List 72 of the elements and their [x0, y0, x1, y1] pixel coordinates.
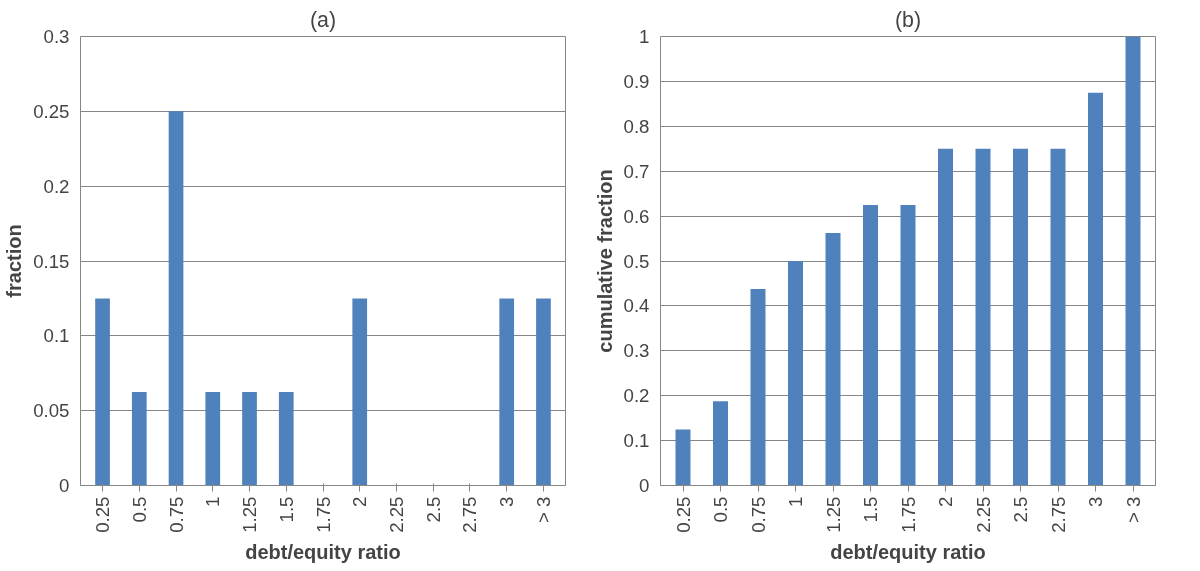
- y-tick-label: 0.8: [623, 115, 650, 137]
- x-tick-label: 1.5: [860, 496, 881, 523]
- x-tick-label: 1.75: [897, 496, 919, 533]
- bar: [825, 232, 841, 486]
- y-tick-label: 0.3: [43, 26, 70, 47]
- x-tick-label: 2: [935, 496, 956, 507]
- y-tick-label: 0.15: [33, 250, 70, 272]
- bar: [168, 111, 184, 486]
- x-tick-label: 3: [496, 496, 518, 507]
- x-tick-label: 2.75: [459, 496, 481, 533]
- x-tick-label: 3: [1085, 496, 1106, 507]
- y-tick-label: 0.5: [623, 250, 650, 272]
- bar: [131, 391, 147, 486]
- x-tick-label: 0.25: [672, 496, 694, 533]
- x-tick-label: 2.5: [1010, 496, 1031, 523]
- x-tick-label: 0.75: [747, 496, 769, 533]
- y-tick-label: 0.05: [33, 400, 70, 422]
- x-tick-label: 1: [202, 496, 224, 507]
- x-tick-label: 1.75: [312, 496, 334, 533]
- bar: [499, 298, 515, 486]
- y-tick-label: 0: [639, 475, 650, 496]
- bar: [1125, 36, 1141, 486]
- x-tick-label: 0.25: [92, 496, 114, 533]
- x-tick-label: 2.5: [422, 496, 444, 523]
- x-axis-title: debt/equity ratio: [830, 540, 986, 563]
- bar: [900, 204, 916, 486]
- y-tick-label: 0.2: [43, 175, 70, 197]
- x-tick-label: 2.25: [385, 496, 407, 533]
- y-tick-label: 0.3: [623, 340, 650, 362]
- bar: [1013, 148, 1028, 486]
- bar: [788, 261, 803, 486]
- bar: [713, 401, 728, 486]
- x-tick-label: 1.25: [239, 496, 261, 533]
- x-axis-title: debt/equity ratio: [245, 540, 401, 563]
- bar: [95, 298, 110, 486]
- y-tick-label: 0.6: [623, 205, 650, 227]
- x-tick-label: 1.5: [275, 496, 297, 523]
- y-tick-label: 0.1: [43, 325, 70, 347]
- x-tick-label: > 3: [1122, 496, 1144, 523]
- bar: [352, 298, 368, 486]
- x-tick-label: 0.5: [710, 496, 731, 523]
- bar: [1088, 92, 1103, 486]
- bar: [675, 429, 691, 486]
- y-tick-label: 0: [59, 475, 70, 496]
- x-tick-label: 2.25: [972, 496, 994, 533]
- chart-title: (b): [894, 7, 922, 32]
- x-tick-label: > 3: [532, 496, 554, 523]
- x-tick-label: 1: [785, 496, 806, 507]
- y-tick-label: 0.9: [623, 70, 650, 92]
- y-tick-label: 0.4: [623, 295, 650, 317]
- x-tick-label: 1.25: [822, 496, 844, 533]
- bar: [1050, 148, 1066, 486]
- bar: [278, 391, 294, 486]
- y-tick-label: 0.7: [623, 160, 650, 182]
- x-tick-label: 2.75: [1047, 496, 1069, 533]
- y-axis-title: fraction: [3, 224, 26, 298]
- y-tick-label: 0.1: [623, 430, 650, 452]
- bar: [536, 298, 551, 486]
- x-tick-label: 0.75: [165, 496, 187, 533]
- x-tick-label: 2: [349, 496, 371, 507]
- y-tick-label: 1: [639, 26, 650, 47]
- y-tick-label: 0.2: [623, 385, 650, 407]
- bar: [750, 289, 766, 486]
- bar: [975, 148, 991, 486]
- y-axis-title: cumulative fraction: [593, 169, 616, 353]
- bar: [242, 391, 257, 486]
- y-tick-label: 0.25: [33, 100, 70, 122]
- chart-title: (a): [309, 7, 337, 32]
- bar: [205, 391, 221, 486]
- bar: [863, 204, 878, 486]
- bar: [938, 148, 953, 486]
- x-tick-label: 0.5: [128, 496, 150, 523]
